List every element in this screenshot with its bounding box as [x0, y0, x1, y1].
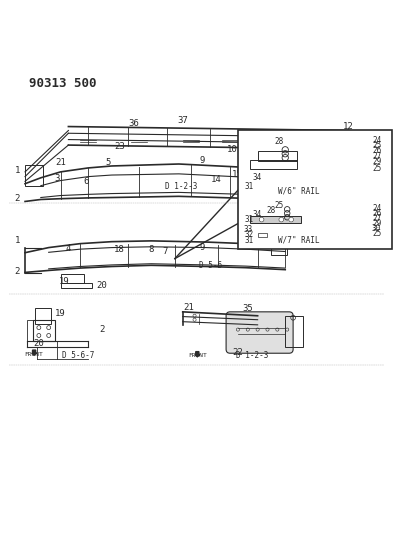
Text: 90313 500: 90313 500	[29, 77, 96, 90]
Bar	[33, 320, 55, 342]
Circle shape	[259, 217, 264, 222]
Text: 31: 31	[244, 182, 254, 191]
Text: 27: 27	[372, 151, 381, 160]
Text: 22: 22	[233, 348, 243, 357]
Text: FRONT: FRONT	[188, 353, 207, 358]
Text: 11: 11	[248, 143, 259, 152]
Bar	[250, 216, 301, 223]
Bar	[250, 160, 297, 169]
Bar	[35, 308, 51, 324]
FancyBboxPatch shape	[226, 312, 293, 353]
Bar	[25, 165, 43, 187]
Text: 9: 9	[200, 243, 205, 252]
Bar	[258, 233, 268, 237]
Text: 25: 25	[372, 141, 381, 150]
Text: D 5-6-7: D 5-6-7	[62, 351, 94, 360]
Text: 2: 2	[14, 194, 20, 203]
FancyArrow shape	[195, 352, 200, 357]
Text: 19: 19	[55, 309, 66, 318]
Bar	[27, 320, 33, 342]
Text: 8: 8	[148, 245, 154, 254]
Text: FRONT: FRONT	[25, 352, 44, 357]
Text: 2: 2	[14, 266, 20, 276]
Text: D 1-2-3: D 1-2-3	[165, 182, 197, 191]
Bar	[285, 316, 303, 348]
Text: D 5-6: D 5-6	[199, 261, 222, 270]
Bar	[238, 131, 392, 249]
Text: 37: 37	[177, 116, 188, 125]
Text: 18: 18	[114, 245, 125, 254]
Text: 33: 33	[243, 224, 252, 233]
Text: 2: 2	[99, 325, 104, 334]
Bar	[272, 243, 287, 255]
Text: 29: 29	[372, 219, 381, 228]
Text: 28: 28	[275, 136, 284, 146]
Bar	[60, 282, 92, 288]
Text: 6: 6	[83, 177, 89, 186]
Text: 19: 19	[59, 277, 70, 286]
Text: 25: 25	[372, 229, 381, 238]
Circle shape	[289, 217, 293, 222]
Text: 28: 28	[267, 206, 276, 215]
Text: 15: 15	[232, 170, 243, 179]
Bar	[350, 147, 368, 173]
Text: 31: 31	[244, 236, 254, 245]
Bar	[258, 151, 297, 161]
Bar	[60, 273, 84, 284]
Text: 27: 27	[372, 214, 381, 223]
Text: 9: 9	[200, 156, 205, 165]
Text: 31: 31	[244, 215, 254, 224]
Text: 21: 21	[55, 158, 66, 167]
FancyArrow shape	[32, 350, 37, 355]
Text: 20: 20	[33, 339, 44, 348]
Text: 35: 35	[243, 304, 253, 313]
Text: 3: 3	[54, 174, 59, 183]
Text: 20: 20	[96, 280, 107, 289]
Text: 4: 4	[66, 244, 71, 253]
Text: 1: 1	[14, 166, 20, 175]
Text: 26: 26	[372, 147, 381, 156]
Text: 25: 25	[275, 201, 284, 210]
Text: 17: 17	[364, 158, 375, 167]
Text: 7: 7	[162, 247, 168, 256]
Text: 29: 29	[372, 157, 381, 166]
Text: W/7" RAIL: W/7" RAIL	[278, 236, 320, 245]
Text: 34: 34	[252, 209, 262, 219]
Text: 10: 10	[227, 144, 237, 154]
Text: W/6" RAIL: W/6" RAIL	[278, 187, 320, 195]
Text: 5: 5	[105, 158, 110, 167]
Text: 30: 30	[372, 224, 381, 233]
Text: 25: 25	[372, 164, 381, 173]
Text: 23: 23	[114, 142, 125, 151]
Text: 14: 14	[211, 175, 222, 184]
Text: 24: 24	[372, 204, 381, 213]
Text: 16: 16	[284, 158, 295, 167]
Text: 24: 24	[372, 136, 381, 146]
Text: 36: 36	[128, 119, 139, 128]
Text: 26: 26	[372, 209, 381, 218]
Text: 34: 34	[252, 173, 262, 182]
Text: 12: 12	[343, 122, 354, 131]
Circle shape	[279, 217, 283, 222]
Text: 32: 32	[244, 230, 254, 239]
Text: 21: 21	[183, 303, 194, 312]
Text: 1: 1	[14, 236, 20, 245]
Text: D 1-2-3: D 1-2-3	[235, 351, 268, 360]
